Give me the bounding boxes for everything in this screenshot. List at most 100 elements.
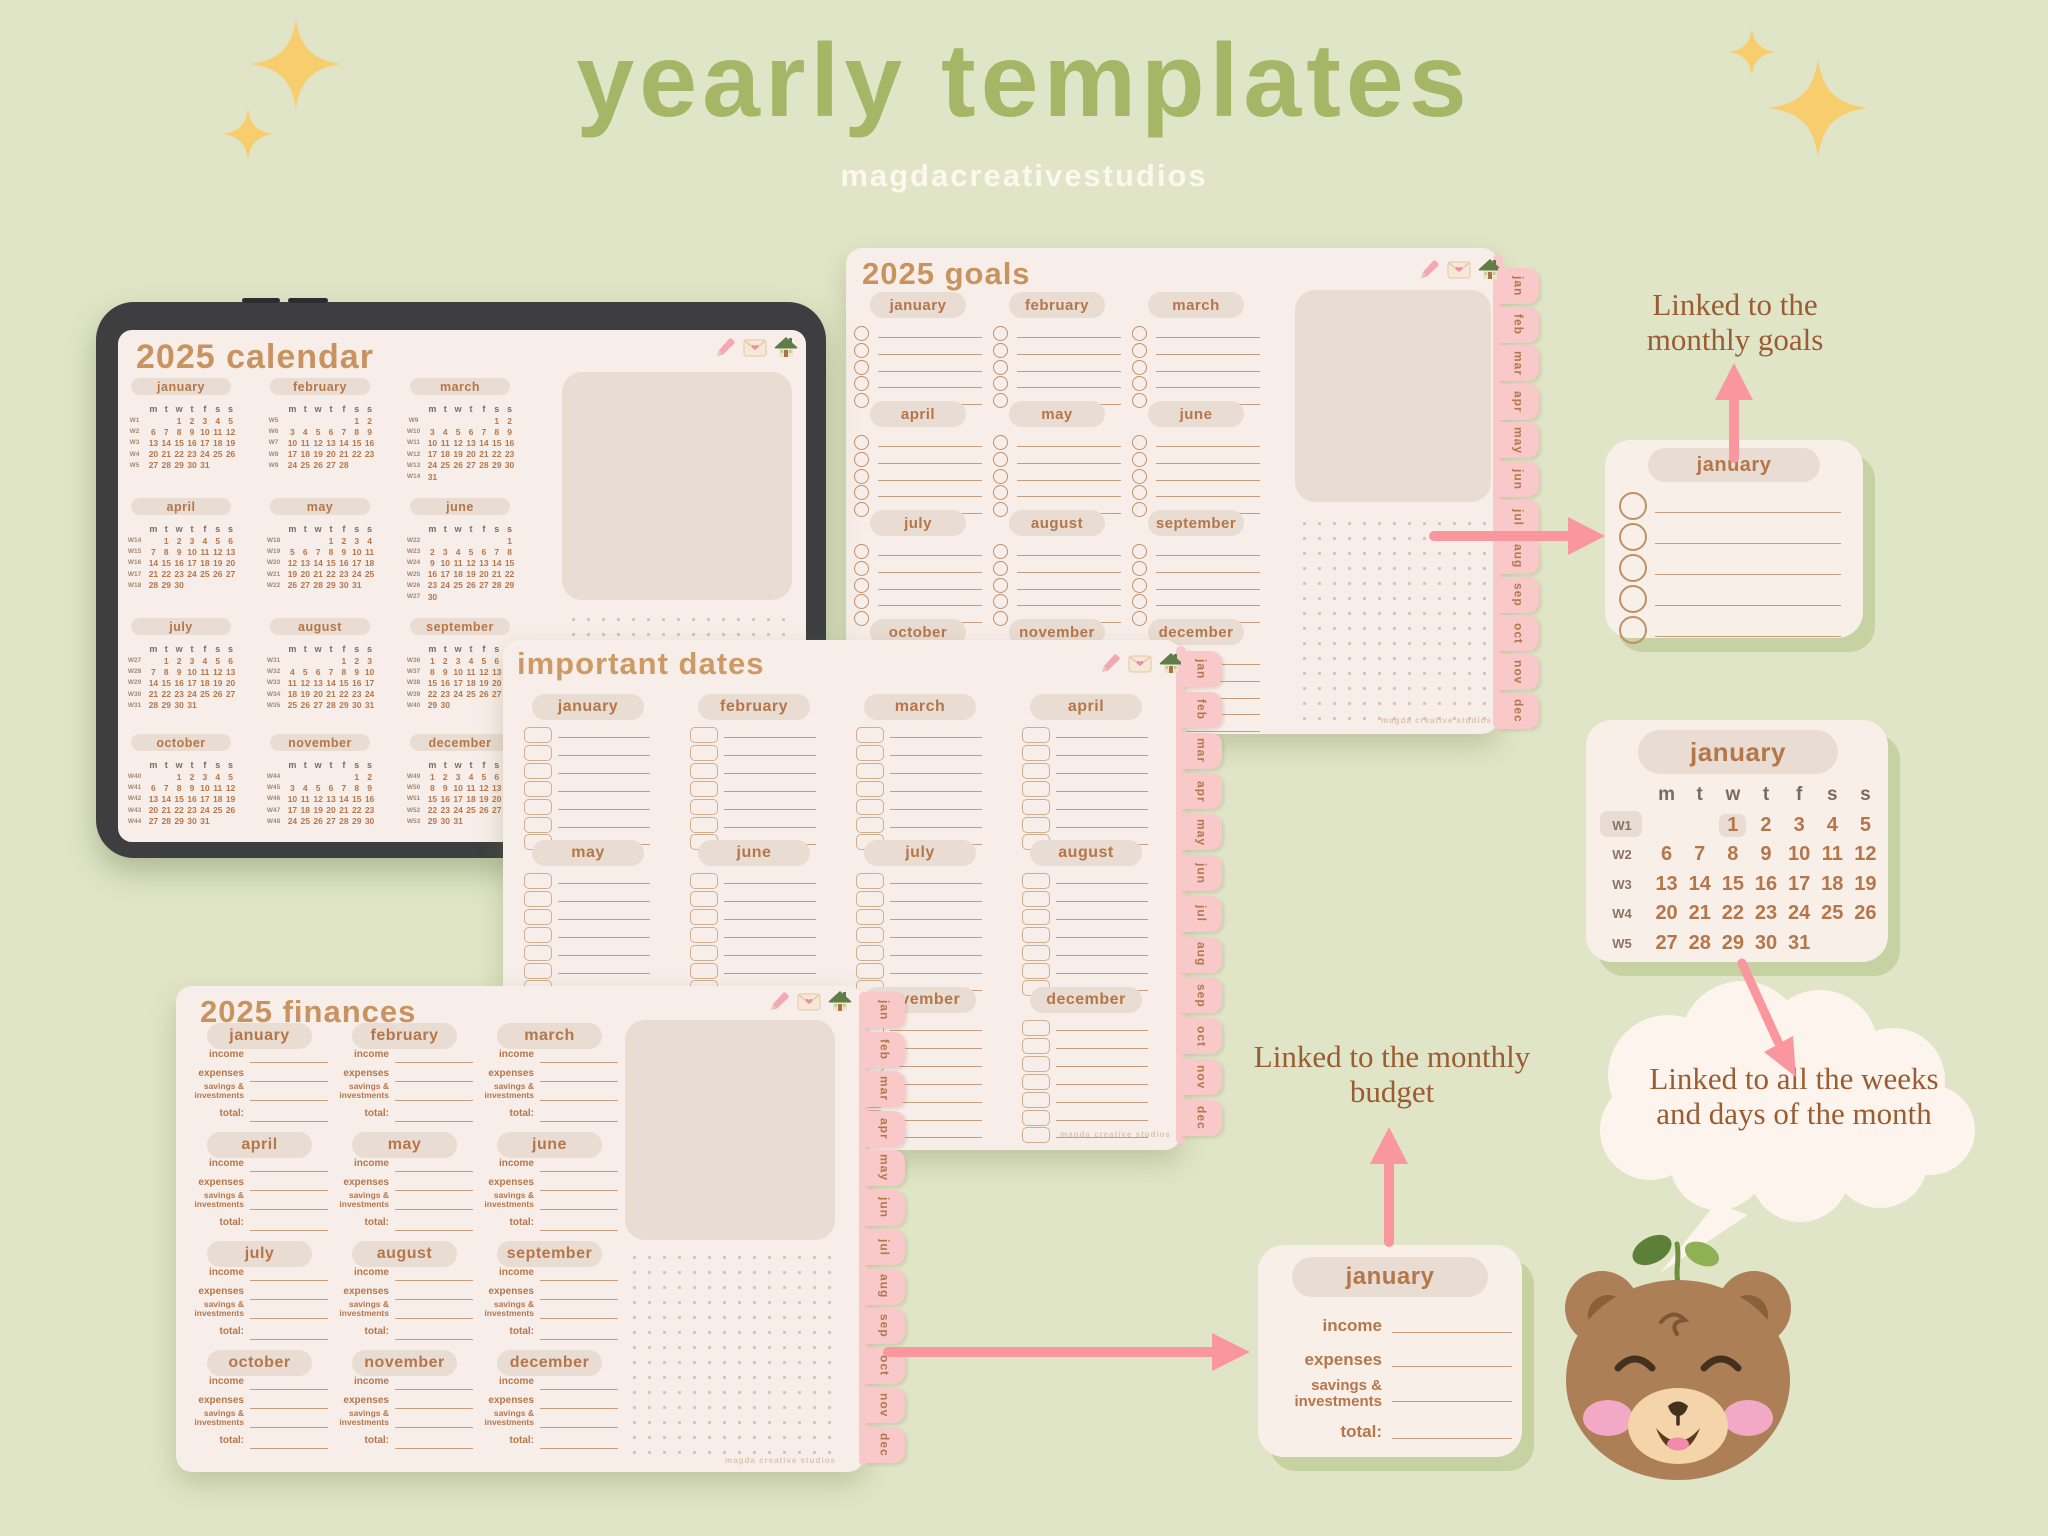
week-number[interactable]: W23 <box>406 548 421 556</box>
goal-checkbox[interactable] <box>993 611 1008 627</box>
week-number[interactable]: W34 <box>266 690 281 698</box>
day-cell[interactable]: 18 <box>300 805 310 816</box>
day-cell[interactable]: 22 <box>504 569 515 580</box>
month-pill[interactable]: june <box>698 840 810 866</box>
field-line[interactable] <box>395 1091 473 1101</box>
day-cell[interactable]: 2 <box>176 535 182 546</box>
date-line[interactable] <box>1056 1110 1148 1121</box>
day-cell[interactable]: 13 <box>148 437 159 448</box>
date-line[interactable] <box>1056 1074 1148 1085</box>
goal-line[interactable] <box>1156 561 1260 573</box>
week-number[interactable]: W22 <box>266 581 281 589</box>
day-cell[interactable]: 5 <box>290 546 295 557</box>
day-cell[interactable]: 14 <box>148 677 159 688</box>
day-cell[interactable]: 17 <box>427 449 438 460</box>
day-cell[interactable]: 28 <box>339 816 349 827</box>
day-cell[interactable]: 17 <box>364 677 375 688</box>
week-number[interactable]: W30 <box>127 690 142 698</box>
day-cell[interactable]: 26 <box>479 689 489 700</box>
tab-mar[interactable]: mar <box>1181 732 1222 769</box>
notes-box[interactable] <box>625 1020 835 1240</box>
week-number[interactable]: W53 <box>406 817 421 825</box>
day-cell[interactable]: 13 <box>313 677 323 688</box>
day-cell[interactable]: 12 <box>313 793 323 804</box>
day-cell[interactable]: 23 <box>364 805 375 816</box>
day-cell[interactable]: 6 <box>494 655 500 666</box>
month-pill[interactable]: march <box>497 1023 602 1049</box>
day-cell[interactable]: 21 <box>491 569 502 580</box>
goal-checkbox[interactable] <box>993 594 1008 610</box>
tab-jan[interactable]: jan <box>1498 268 1539 304</box>
day-cell[interactable]: 21 <box>339 805 349 816</box>
date-box[interactable] <box>690 727 718 743</box>
date-line[interactable] <box>890 1127 982 1139</box>
day-cell[interactable]: 12 <box>466 557 476 568</box>
goal-line[interactable] <box>1017 435 1121 447</box>
tab-oct[interactable]: oct <box>1181 1018 1222 1055</box>
day-cell[interactable]: 14 <box>339 793 349 804</box>
day-cell[interactable]: 20 <box>479 569 489 580</box>
day-cell[interactable]: 26 <box>300 700 310 711</box>
goal-checkbox[interactable] <box>1619 523 1647 551</box>
day-cell[interactable]: 13 <box>491 782 502 793</box>
date-box[interactable] <box>524 762 552 779</box>
date-line[interactable] <box>1056 781 1148 792</box>
day-cell[interactable]: 24 <box>187 689 197 700</box>
week-number[interactable]: W3 <box>1612 876 1632 892</box>
day-cell[interactable]: 20 <box>1655 902 1678 924</box>
goal-line[interactable] <box>1655 492 1841 513</box>
day-cell[interactable]: 27 <box>466 460 476 471</box>
day-cell[interactable]: 18 <box>200 557 210 568</box>
day-cell[interactable]: 10 <box>453 782 463 793</box>
goal-checkbox[interactable] <box>993 502 1008 518</box>
week-number[interactable]: W2 <box>1612 847 1632 862</box>
day-cell[interactable]: 10 <box>427 437 438 448</box>
day-cell[interactable]: 2 <box>189 771 195 782</box>
tab-jun[interactable]: jun <box>1498 461 1539 497</box>
goal-line[interactable] <box>878 376 982 389</box>
tab-may[interactable]: may <box>1498 422 1539 459</box>
day-cell[interactable]: 1 <box>176 771 182 782</box>
day-cell[interactable]: 15 <box>427 677 438 688</box>
goal-checkbox[interactable] <box>854 451 869 467</box>
date-line[interactable] <box>890 781 982 792</box>
goal-checkbox[interactable] <box>1132 376 1147 392</box>
day-cell[interactable]: 3 <box>354 535 360 546</box>
date-box[interactable] <box>1022 1055 1050 1072</box>
day-cell[interactable]: 7 <box>163 782 169 793</box>
date-line[interactable] <box>724 909 816 920</box>
day-cell[interactable]: 24 <box>440 580 450 591</box>
date-line[interactable] <box>1056 745 1148 756</box>
month-pill[interactable]: november <box>352 1350 457 1376</box>
goal-checkbox[interactable] <box>854 577 869 593</box>
day-cell[interactable]: 2 <box>442 655 448 666</box>
date-line[interactable] <box>890 909 982 920</box>
day-cell[interactable]: 14 <box>1688 872 1711 895</box>
goal-checkbox[interactable] <box>1132 393 1147 409</box>
day-cell[interactable]: 25 <box>466 805 476 816</box>
day-cell[interactable]: 18 <box>300 449 310 460</box>
day-cell[interactable]: 23 <box>174 569 184 580</box>
day-cell[interactable]: 2 <box>430 546 435 557</box>
date-line[interactable] <box>1056 1056 1148 1067</box>
day-cell[interactable]: 7 <box>481 426 487 437</box>
date-box[interactable] <box>524 944 552 961</box>
day-cell[interactable]: 23 <box>440 689 450 700</box>
goal-line[interactable] <box>1017 578 1121 590</box>
month-pill[interactable]: december <box>1030 987 1142 1013</box>
day-cell[interactable]: 17 <box>440 569 450 580</box>
field-line[interactable] <box>1392 1319 1512 1333</box>
day-cell[interactable]: 15 <box>161 677 171 688</box>
day-cell[interactable]: 23 <box>187 805 197 816</box>
day-cell[interactable]: 21 <box>313 569 323 580</box>
day-cell[interactable]: 14 <box>479 437 489 448</box>
field-line[interactable] <box>250 1072 328 1082</box>
date-line[interactable] <box>890 1056 982 1067</box>
tab-apr[interactable]: apr <box>864 1110 905 1147</box>
day-cell[interactable]: 19 <box>466 569 476 580</box>
date-box[interactable] <box>690 890 718 907</box>
date-box[interactable] <box>690 944 718 961</box>
tab-jul[interactable]: jul <box>1498 499 1539 536</box>
tab-aug[interactable]: aug <box>1498 538 1539 575</box>
date-line[interactable] <box>890 1110 982 1121</box>
